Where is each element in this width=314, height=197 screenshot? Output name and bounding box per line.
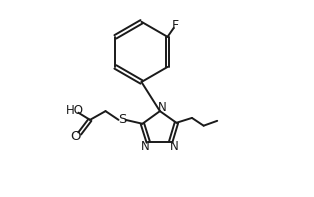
Text: N: N [158, 101, 167, 114]
Text: N: N [140, 140, 149, 153]
Text: S: S [118, 113, 126, 126]
Text: HO: HO [65, 104, 84, 117]
Text: F: F [172, 19, 179, 32]
Text: O: O [71, 130, 81, 143]
Text: N: N [170, 140, 178, 153]
